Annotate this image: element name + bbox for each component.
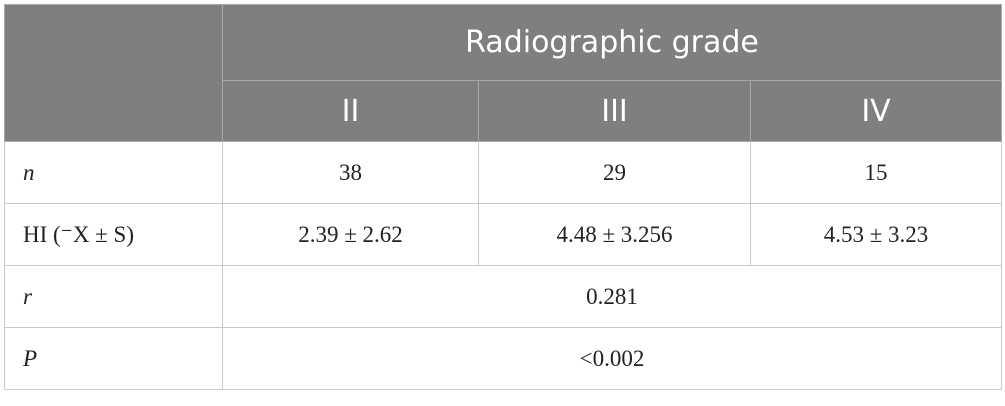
body-row: n 38 29 15 xyxy=(4,141,1002,204)
body-row: r 0.281 xyxy=(4,265,1002,328)
corner-cell xyxy=(4,4,223,142)
row-label: P xyxy=(4,327,223,390)
cell: <0.002 xyxy=(222,327,1002,390)
header-title: Radiographic grade xyxy=(222,4,1002,81)
body-row: P <0.002 xyxy=(4,327,1002,390)
column-header: IV xyxy=(750,80,1002,142)
data-table: Radiographic grade II III IV n 38 29 15 … xyxy=(4,4,1002,390)
row-label: n xyxy=(4,141,223,204)
cell: 29 xyxy=(478,141,751,204)
body-row: HI (⁻X ± S) 2.39 ± 2.62 4.48 ± 3.256 4.5… xyxy=(4,203,1002,266)
cell: 38 xyxy=(222,141,479,204)
cell: 0.281 xyxy=(222,265,1002,328)
row-label: HI (⁻X ± S) xyxy=(4,203,223,266)
row-label: r xyxy=(4,265,223,328)
cell: 15 xyxy=(750,141,1002,204)
cell: 4.53 ± 3.23 xyxy=(750,203,1002,266)
header-row: II III IV xyxy=(5,80,1002,142)
cell: 4.48 ± 3.256 xyxy=(478,203,751,266)
header-row: Radiographic grade xyxy=(4,4,1002,142)
cell: 2.39 ± 2.62 xyxy=(222,203,479,266)
column-header: III xyxy=(478,80,751,142)
column-header: II xyxy=(222,80,479,142)
